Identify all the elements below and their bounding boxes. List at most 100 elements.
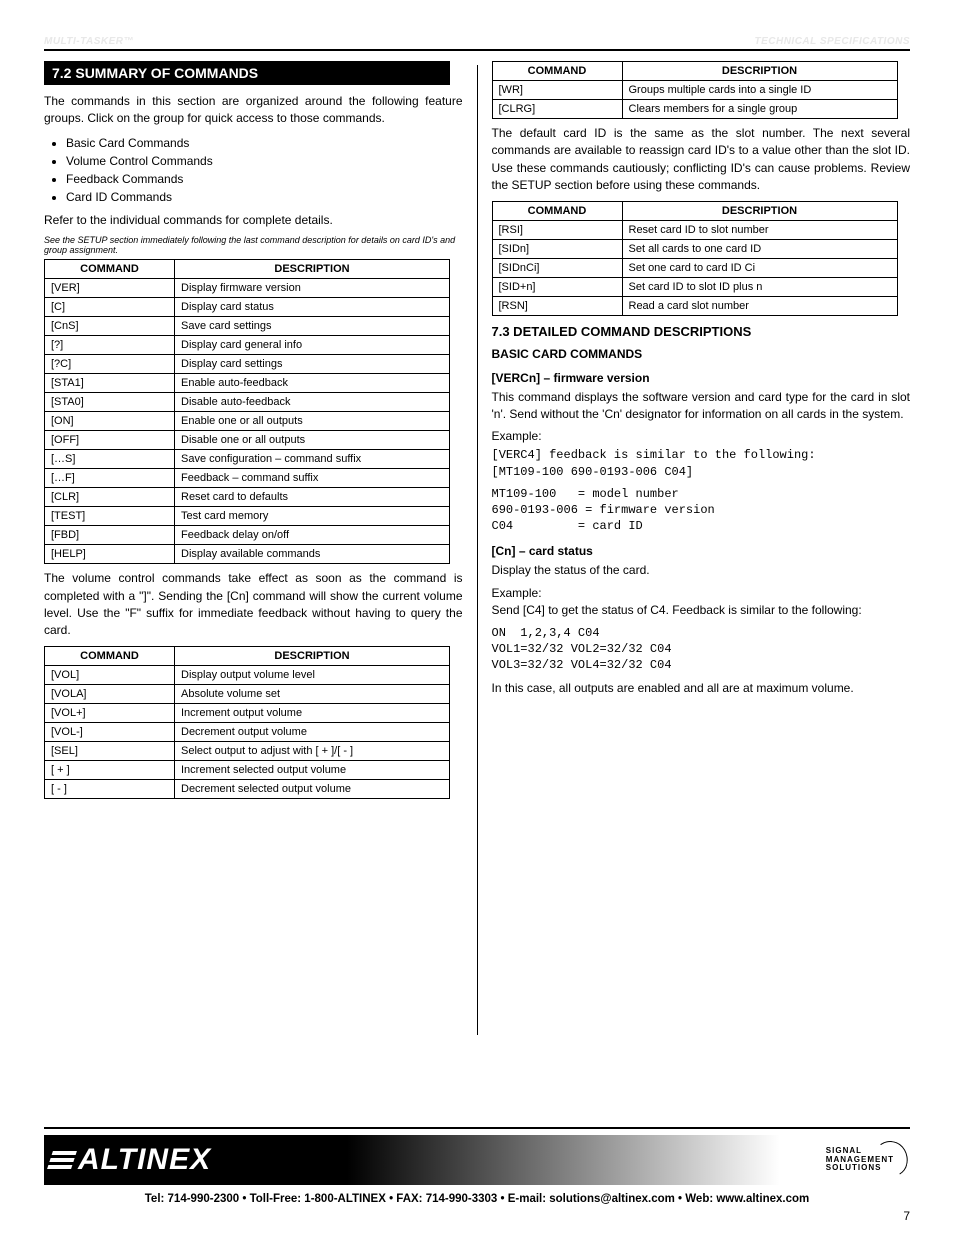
table-row: [CnS]Save card settings	[45, 317, 450, 336]
header-left: MULTI-TASKER™	[44, 36, 134, 47]
desc-cell: Decrement selected output volume	[175, 779, 450, 798]
desc-cell: Test card memory	[175, 507, 450, 526]
cmd-cell: [STA0]	[45, 393, 175, 412]
cmd-cell: [RSI]	[492, 220, 622, 239]
desc-cell: Disable auto-feedback	[175, 393, 450, 412]
sms-logo: SIGNAL MANAGEMENT SOLUTIONS	[826, 1147, 904, 1173]
cmd-cell: [SID+n]	[492, 277, 622, 296]
table-row: [RSN]Read a card slot number	[492, 296, 897, 315]
contact-line: Tel: 714-990-2300 • Toll-Free: 1-800-ALT…	[44, 1193, 910, 1205]
cn-example-block: ON 1,2,3,4 C04 VOL1=32/32 VOL2=32/32 C04…	[492, 625, 911, 674]
desc-cell: Select output to adjust with [ + ]/[ - ]	[175, 741, 450, 760]
fdbk-th-desc: DESCRIPTION	[622, 62, 897, 81]
desc-cell: Set card ID to slot ID plus n	[622, 277, 897, 296]
intro-p2: Refer to the individual commands for com…	[44, 212, 463, 229]
table-row: [?C]Display card settings	[45, 355, 450, 374]
table-row: [SID+n]Set card ID to slot ID plus n	[492, 277, 897, 296]
ver-example-block: [VERC4] feedback is similar to the follo…	[492, 447, 911, 479]
desc-cell: Set all cards to one card ID	[622, 239, 897, 258]
cn-title: [Cn] – card status	[492, 544, 911, 558]
cmd-cell: [VOL]	[45, 665, 175, 684]
cmd-cell: [SIDn]	[492, 239, 622, 258]
ver-body: This command displays the software versi…	[492, 389, 911, 424]
bullet-basic: Basic Card Commands	[66, 134, 463, 152]
cmd-cell: [WR]	[492, 81, 622, 100]
desc-cell: Save configuration – command suffix	[175, 450, 450, 469]
ver-breakdown: MT109-100 = model number 690-0193-006 = …	[492, 486, 911, 535]
basic-subhead: BASIC CARD COMMANDS	[492, 347, 911, 361]
cmd-cell: [CLRG]	[492, 100, 622, 119]
cmd-cell: [VOLA]	[45, 684, 175, 703]
page-footer: ALTINEX SIGNAL MANAGEMENT SOLUTIONS Tel:…	[44, 1127, 910, 1205]
table-row: […S]Save configuration – command suffix	[45, 450, 450, 469]
section-summary-banner: 7.2 SUMMARY OF COMMANDS	[44, 61, 450, 85]
sms-ring-icon	[869, 1137, 912, 1180]
cmd-cell: [ + ]	[45, 760, 175, 779]
table-row: [C]Display card status	[45, 298, 450, 317]
basic-th-cmd: COMMAND	[45, 260, 175, 279]
desc-cell: Absolute volume set	[175, 684, 450, 703]
desc-cell: Enable auto-feedback	[175, 374, 450, 393]
cn-body2: In this case, all outputs are enabled an…	[492, 680, 911, 697]
cmd-cell: [?C]	[45, 355, 175, 374]
cmd-cell: [ - ]	[45, 779, 175, 798]
desc-cell: Groups multiple cards into a single ID	[622, 81, 897, 100]
cmd-cell: [VOL+]	[45, 703, 175, 722]
brand-logo: ALTINEX	[50, 1143, 211, 1177]
vol-intro: The volume control commands take effect …	[44, 570, 463, 640]
desc-cell: Set one card to card ID Ci	[622, 258, 897, 277]
cmd-cell: [CnS]	[45, 317, 175, 336]
cmd-cell: […S]	[45, 450, 175, 469]
desc-cell: Display output volume level	[175, 665, 450, 684]
basic-th-desc: DESCRIPTION	[175, 260, 450, 279]
cardid-commands-table: COMMAND DESCRIPTION [RSI]Reset card ID t…	[492, 201, 898, 316]
desc-cell: Increment selected output volume	[175, 760, 450, 779]
desc-cell: Disable one or all outputs	[175, 431, 450, 450]
cn-example-lbl: Example:	[492, 586, 911, 600]
brand-text: ALTINEX	[78, 1143, 211, 1177]
cmd-cell: [VOL-]	[45, 722, 175, 741]
desc-cell: Clears members for a single group	[622, 100, 897, 119]
fdbk-th-cmd: COMMAND	[492, 62, 622, 81]
cmd-cell: [OFF]	[45, 431, 175, 450]
table-row: [VOL]Display output volume level	[45, 665, 450, 684]
ver-example-lbl: Example:	[492, 429, 911, 443]
cmd-cell: [C]	[45, 298, 175, 317]
cn-example-intro: Send [C4] to get the status of C4. Feedb…	[492, 602, 911, 619]
table-row: [VER]Display firmware version	[45, 279, 450, 298]
bullet-volume: Volume Control Commands	[66, 152, 463, 170]
table-row: [HELP]Display available commands	[45, 545, 450, 564]
cmd-cell: [HELP]	[45, 545, 175, 564]
desc-cell: Feedback – command suffix	[175, 469, 450, 488]
desc-cell: Reset card ID to slot number	[622, 220, 897, 239]
desc-cell: Display firmware version	[175, 279, 450, 298]
desc-cell: Enable one or all outputs	[175, 412, 450, 431]
ver-title: [VERCn] – firmware version	[492, 371, 911, 385]
desc-cell: Display card settings	[175, 355, 450, 374]
right-column: COMMAND DESCRIPTION [WR]Groups multiple …	[492, 61, 911, 1035]
table-row: [CLRG]Clears members for a single group	[492, 100, 897, 119]
desc-cell: Reset card to defaults	[175, 488, 450, 507]
basic-commands-table: COMMAND DESCRIPTION [VER]Display firmwar…	[44, 259, 450, 564]
cmd-cell: [CLR]	[45, 488, 175, 507]
desc-cell: Display available commands	[175, 545, 450, 564]
vol-th-desc: DESCRIPTION	[175, 646, 450, 665]
desc-cell: Decrement output volume	[175, 722, 450, 741]
cmd-cell: [TEST]	[45, 507, 175, 526]
bullet-cardid: Card ID Commands	[66, 188, 463, 206]
cmd-cell: […F]	[45, 469, 175, 488]
desc-cell: Save card settings	[175, 317, 450, 336]
cmd-cell: [?]	[45, 336, 175, 355]
cmd-cell: [RSN]	[492, 296, 622, 315]
id-intro: The default card ID is the same as the s…	[492, 125, 911, 195]
desc-cell: Increment output volume	[175, 703, 450, 722]
left-column: 7.2 SUMMARY OF COMMANDS The commands in …	[44, 61, 463, 1035]
vol-th-cmd: COMMAND	[45, 646, 175, 665]
table-row: [FBD]Feedback delay on/off	[45, 526, 450, 545]
id-th-cmd: COMMAND	[492, 201, 622, 220]
table-row: [ + ]Increment selected output volume	[45, 760, 450, 779]
table-row: [?]Display card general info	[45, 336, 450, 355]
table-row: [SEL]Select output to adjust with [ + ]/…	[45, 741, 450, 760]
table-row: [VOL-]Decrement output volume	[45, 722, 450, 741]
header-right: TECHNICAL SPECIFICATIONS	[754, 36, 910, 47]
